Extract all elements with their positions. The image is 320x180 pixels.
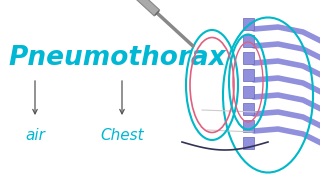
FancyBboxPatch shape [243,52,254,64]
FancyBboxPatch shape [243,69,254,81]
Polygon shape [134,0,160,16]
FancyBboxPatch shape [243,137,254,149]
FancyBboxPatch shape [243,35,254,47]
FancyBboxPatch shape [243,86,254,98]
FancyBboxPatch shape [243,120,254,132]
Text: Pneumothorax: Pneumothorax [8,45,226,71]
FancyBboxPatch shape [243,18,254,30]
FancyBboxPatch shape [243,103,254,115]
Text: Chest: Chest [100,127,144,143]
Text: air: air [25,127,45,143]
